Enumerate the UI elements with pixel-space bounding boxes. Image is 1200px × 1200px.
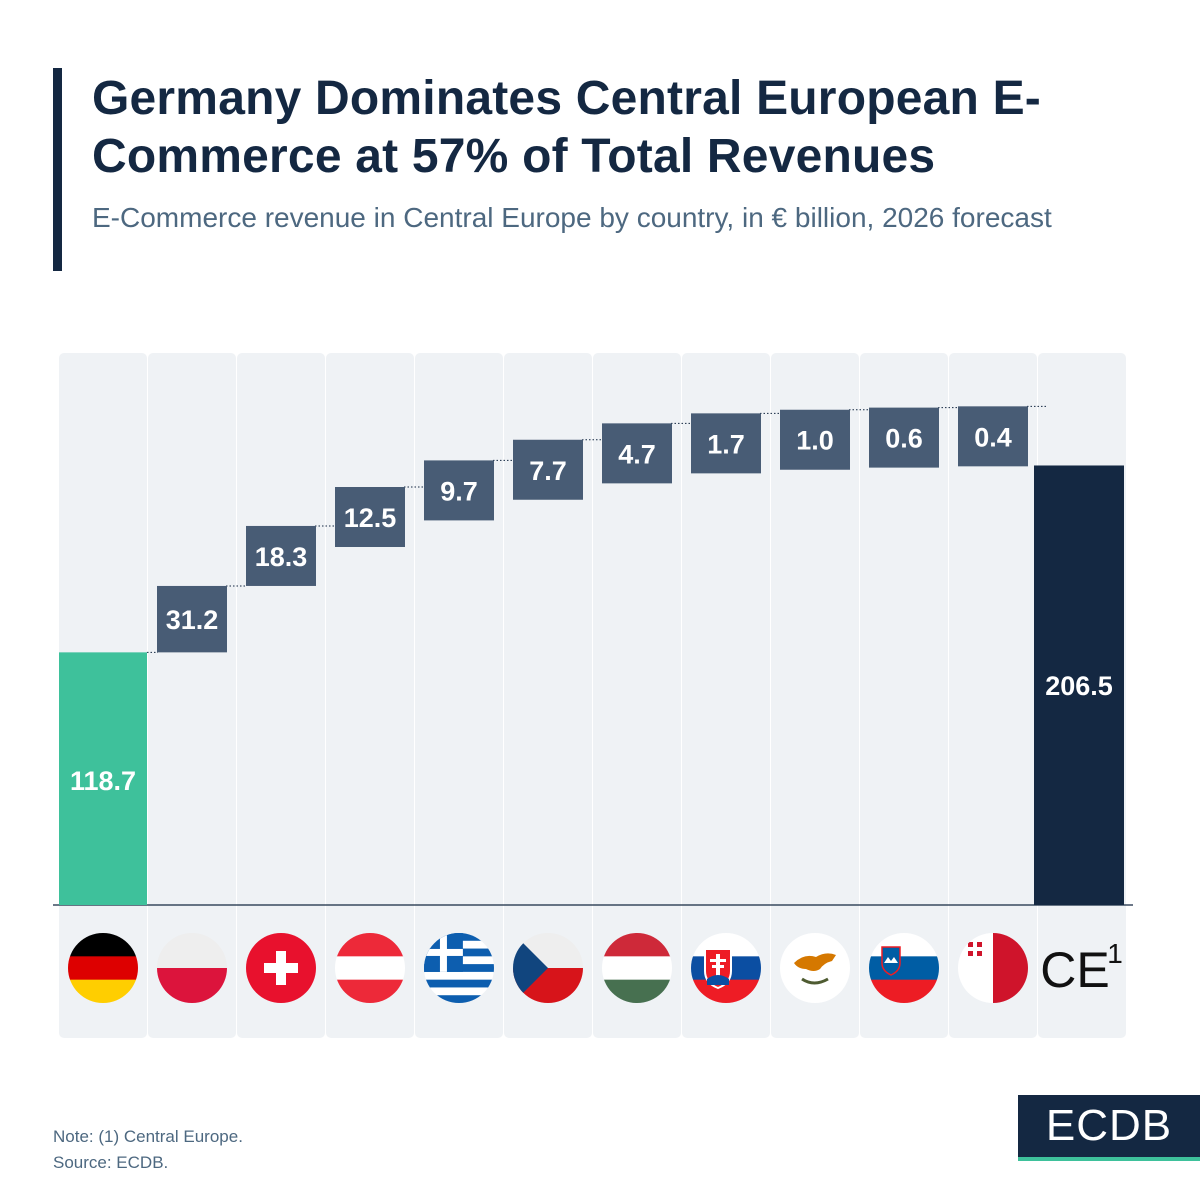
column-background: [682, 353, 770, 1038]
data-label: 12.5: [344, 503, 397, 533]
data-label: 7.7: [529, 456, 567, 486]
column-background: [860, 353, 948, 1038]
data-label: 9.7: [440, 476, 478, 506]
data-label: 18.3: [255, 542, 308, 572]
step-box: [869, 407, 939, 468]
data-label: 4.7: [618, 439, 656, 469]
step-box: [513, 439, 583, 500]
step-box: [335, 487, 405, 548]
step-box: [691, 413, 761, 474]
flag-hungary-icon: [602, 933, 672, 1003]
data-label: 0.4: [974, 422, 1012, 452]
step-box: [958, 406, 1028, 467]
step-box: [246, 525, 316, 586]
bar-germany: [59, 652, 147, 905]
ecdb-logo: ECDB: [1018, 1095, 1200, 1157]
chart-subtitle: E-Commerce revenue in Central Europe by …: [92, 202, 1052, 233]
column-background: [593, 353, 681, 1038]
flag-germany-icon: [68, 933, 138, 1003]
footer-notes: Note: (1) Central Europe. Source: ECDB.: [53, 1124, 243, 1176]
logo-underline: [1018, 1157, 1200, 1161]
bar-total: [1034, 465, 1124, 905]
ce-superscript: 1: [1107, 938, 1123, 969]
flag-slovenia-icon: [869, 933, 939, 1003]
data-label: 206.5: [1045, 671, 1113, 701]
column-background: [415, 353, 503, 1038]
step-box: [602, 423, 672, 484]
data-label: 0.6: [885, 424, 923, 454]
flag-malta-icon: [958, 933, 1028, 1003]
flag-cyprus-icon: [780, 933, 850, 1003]
ce-label: CE: [1040, 942, 1109, 998]
data-label: 31.2: [166, 605, 219, 635]
footnote: Note: (1) Central Europe.: [53, 1127, 243, 1146]
data-label: 1.0: [796, 426, 834, 456]
flag-switzerland-icon: [246, 933, 316, 1003]
column-background: [504, 353, 592, 1038]
step-box: [780, 409, 850, 470]
column-background: [148, 353, 236, 1038]
step-box: [157, 585, 227, 653]
flag-czech-republic-icon: [513, 933, 583, 1003]
flag-greece-icon: [424, 933, 494, 1003]
source-note: Source: ECDB.: [53, 1153, 169, 1172]
column-background: [771, 353, 859, 1038]
flag-slovakia-icon: [691, 933, 761, 1003]
step-box: [424, 460, 494, 521]
flag-austria-icon: [335, 933, 405, 1003]
title-accent-bar: [53, 68, 62, 271]
data-label: 1.7: [707, 429, 745, 459]
chart-title: Germany Dominates Central European E-Com…: [92, 72, 1041, 183]
column-background: [949, 353, 1037, 1038]
flag-poland-icon: [157, 933, 227, 1003]
data-label: 118.7: [70, 766, 136, 796]
column-background: [237, 353, 325, 1038]
